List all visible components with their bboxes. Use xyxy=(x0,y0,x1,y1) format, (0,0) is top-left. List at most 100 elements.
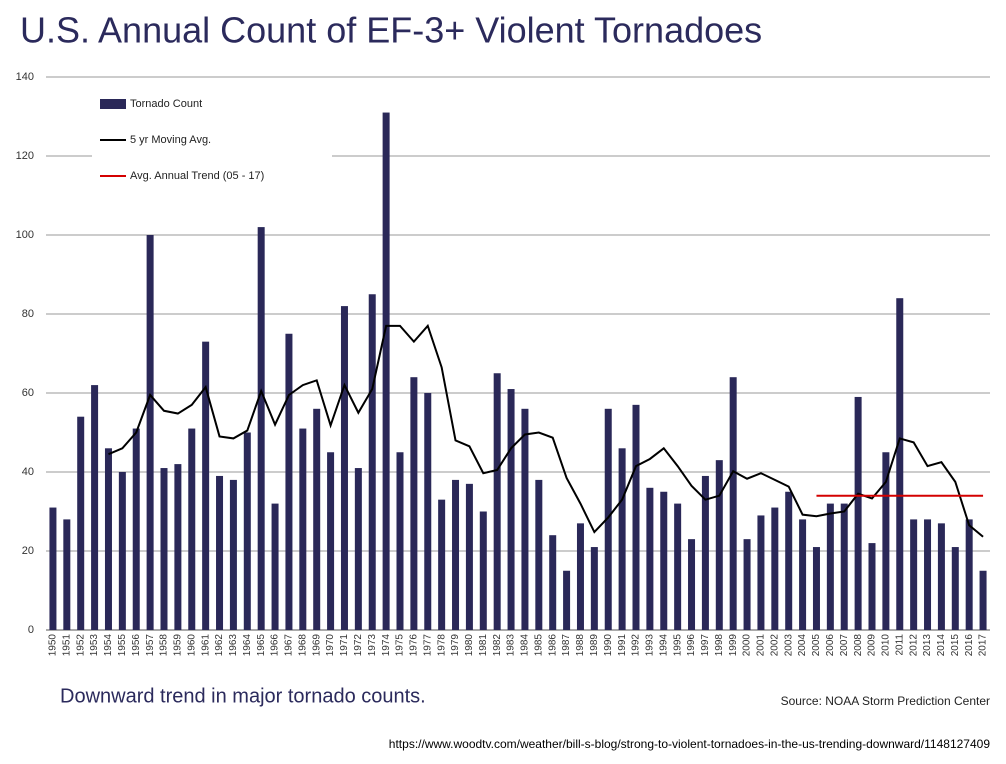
x-tick-label: 1958 xyxy=(159,634,170,657)
x-tick-label: 1981 xyxy=(478,634,489,657)
bar xyxy=(146,235,154,630)
x-tick-label: 1964 xyxy=(242,634,253,657)
bar xyxy=(382,112,390,631)
x-tick-label: 1953 xyxy=(89,634,100,657)
bar xyxy=(812,547,820,630)
bar xyxy=(465,483,473,630)
x-tick-label: 1956 xyxy=(131,634,142,657)
legend-label: Tornado Count xyxy=(130,98,202,110)
y-tick-label: 80 xyxy=(22,308,34,320)
bar xyxy=(965,519,973,630)
bar xyxy=(632,404,640,630)
bar xyxy=(563,570,571,630)
x-tick-label: 1997 xyxy=(700,634,711,657)
legend-label: Avg. Annual Trend (05 - 17) xyxy=(130,170,264,182)
bar xyxy=(840,503,848,630)
x-tick-label: 1984 xyxy=(520,634,531,657)
bar xyxy=(729,377,737,630)
x-tick-label: 1991 xyxy=(617,634,628,657)
bar xyxy=(396,452,404,630)
bar xyxy=(49,507,57,630)
y-tick-label: 120 xyxy=(16,150,34,162)
x-tick-label: 1973 xyxy=(367,634,378,657)
bar xyxy=(826,503,834,630)
bar xyxy=(521,408,529,630)
x-tick-label: 2002 xyxy=(769,634,780,657)
bar xyxy=(910,519,918,630)
bar xyxy=(340,306,348,630)
bar xyxy=(493,373,501,630)
x-tick-label: 1965 xyxy=(256,634,267,657)
bar xyxy=(507,389,515,630)
x-tick-label: 1982 xyxy=(492,634,503,657)
x-tick-label: 1976 xyxy=(409,634,420,657)
x-tick-label: 2014 xyxy=(936,634,947,657)
bar xyxy=(327,452,335,630)
bar xyxy=(854,396,862,630)
x-tick-label: 1994 xyxy=(658,634,669,657)
x-tick-label: 1998 xyxy=(714,634,725,657)
x-tick-label: 2012 xyxy=(908,634,919,657)
bar xyxy=(368,294,376,630)
bar xyxy=(743,539,751,630)
x-tick-label: 1963 xyxy=(228,634,239,657)
x-tick-label: 1952 xyxy=(75,634,86,657)
legend-label: 5 yr Moving Avg. xyxy=(130,134,211,146)
bar xyxy=(271,503,279,630)
bar xyxy=(313,408,321,630)
bar xyxy=(77,416,85,630)
bar xyxy=(951,547,959,630)
bar xyxy=(646,487,654,630)
bar xyxy=(882,452,890,630)
bar xyxy=(924,519,932,630)
source: Source: NOAA Storm Prediction Center xyxy=(781,694,990,708)
x-tick-label: 1957 xyxy=(145,634,156,657)
bar xyxy=(701,475,709,630)
bar xyxy=(188,428,196,630)
x-tick-label: 1970 xyxy=(325,634,336,657)
x-tick-label: 1989 xyxy=(589,634,600,657)
bar xyxy=(91,385,99,630)
bar xyxy=(715,460,723,630)
x-tick-label: 1990 xyxy=(603,634,614,657)
x-tick-label: 1975 xyxy=(395,634,406,657)
x-tick-label: 1960 xyxy=(186,634,197,657)
y-tick-label: 100 xyxy=(16,229,34,241)
bar xyxy=(285,333,293,630)
x-tick-label: 1950 xyxy=(48,634,59,657)
x-tick-label: 2007 xyxy=(839,634,850,657)
bar xyxy=(660,491,668,630)
bar xyxy=(604,408,612,630)
x-tick-label: 2015 xyxy=(950,634,961,657)
x-tick-label: 1966 xyxy=(270,634,281,657)
bar xyxy=(216,475,224,630)
bar xyxy=(576,523,584,630)
x-tick-label: 1980 xyxy=(464,634,475,657)
x-tick-label: 1983 xyxy=(506,634,517,657)
x-tick-label: 1967 xyxy=(284,634,295,657)
bar xyxy=(63,519,71,630)
bar xyxy=(868,543,876,630)
bar xyxy=(257,227,265,630)
x-tick-label: 2003 xyxy=(783,634,794,657)
x-tick-label: 1996 xyxy=(686,634,697,657)
bar xyxy=(424,393,432,630)
legend-box xyxy=(92,80,332,190)
x-tick-label: 1971 xyxy=(339,634,350,657)
x-tick-label: 2011 xyxy=(894,634,905,656)
x-tick-label: 1986 xyxy=(547,634,558,657)
x-tick-label: 1959 xyxy=(173,634,184,657)
x-tick-label: 2017 xyxy=(978,634,989,657)
bar xyxy=(132,428,140,630)
bar xyxy=(799,519,807,630)
x-tick-label: 1978 xyxy=(436,634,447,657)
y-tick-label: 0 xyxy=(28,624,34,636)
x-tick-label: 1992 xyxy=(631,634,642,657)
bar xyxy=(937,523,945,630)
x-tick-label: 1974 xyxy=(381,634,392,657)
y-tick-label: 40 xyxy=(22,466,34,478)
bar xyxy=(452,479,460,630)
x-tick-label: 1968 xyxy=(297,634,308,657)
bar xyxy=(549,535,557,630)
bar xyxy=(979,570,987,630)
